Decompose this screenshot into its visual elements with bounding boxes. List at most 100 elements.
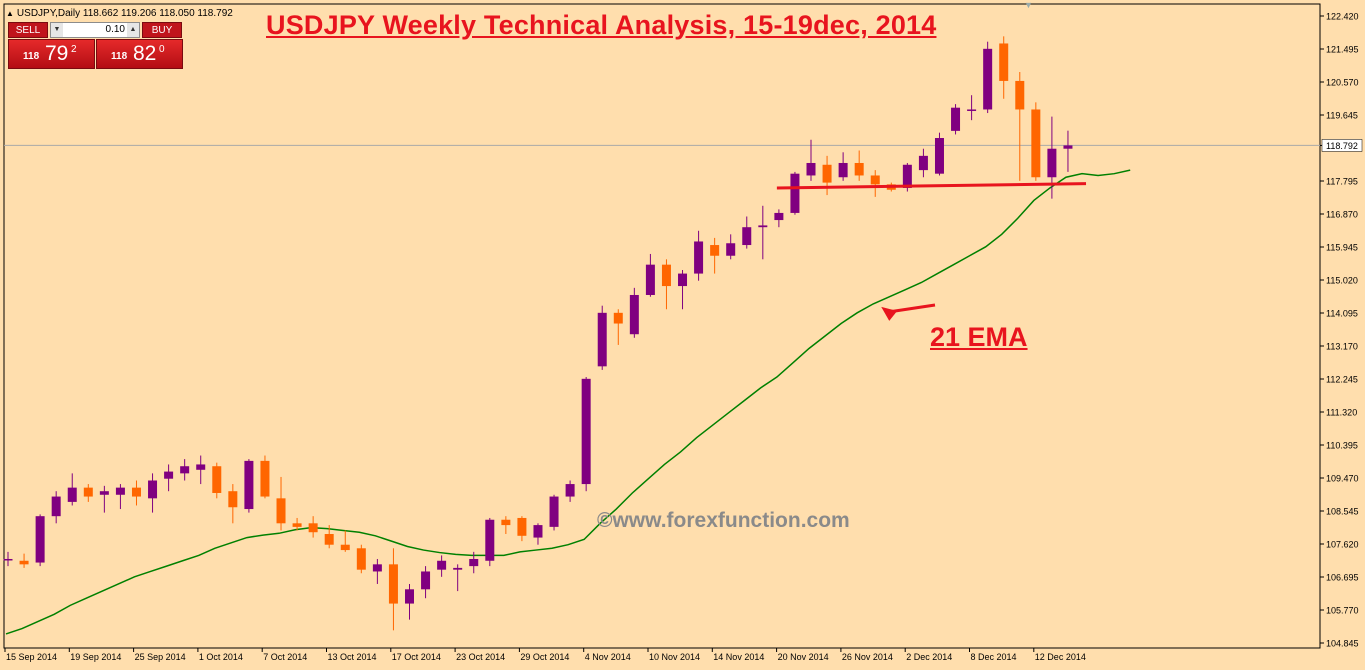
candle-body <box>260 460 270 497</box>
candle-body <box>1063 145 1073 149</box>
y-tick-label: 114.095 <box>1326 309 1358 319</box>
y-tick-label: 104.845 <box>1326 639 1359 649</box>
candle-body <box>180 466 190 474</box>
candle-body <box>148 480 158 499</box>
candle-body <box>822 164 832 183</box>
y-tick-label: 117.795 <box>1326 177 1358 187</box>
candle-body <box>694 241 704 274</box>
candle-body <box>35 516 45 563</box>
ema-label: 21 EMA <box>930 322 1028 352</box>
sell-quote[interactable]: 118 79 2 <box>8 39 95 69</box>
sell-quote-pips: 79 <box>45 42 69 65</box>
buy-quote[interactable]: 118 82 0 <box>96 39 183 69</box>
candle-body <box>967 109 977 111</box>
x-tick-label: 7 Oct 2014 <box>263 652 307 662</box>
candle-body <box>597 312 607 367</box>
candle-body <box>276 498 286 524</box>
triangle-up-icon: ▲ <box>6 9 14 18</box>
y-tick-label: 113.170 <box>1326 342 1358 352</box>
y-tick-label: 106.695 <box>1326 573 1359 583</box>
ema-arrow-line <box>889 303 936 314</box>
candle-body <box>324 534 334 545</box>
y-tick-label: 116.870 <box>1326 210 1358 220</box>
y-tick-label: 110.395 <box>1326 441 1358 451</box>
x-tick-label: 13 Oct 2014 <box>328 652 377 662</box>
candle-body <box>999 43 1009 81</box>
candle-body <box>710 245 720 256</box>
x-tick-label: 12 Dec 2014 <box>1035 652 1086 662</box>
sell-quote-prefix: 118 <box>23 51 40 62</box>
x-tick-label: 25 Sep 2014 <box>135 652 186 662</box>
candle-body <box>115 487 125 495</box>
x-tick-label: 10 Nov 2014 <box>649 652 700 662</box>
y-tick-label: 111.320 <box>1326 408 1357 418</box>
candle-body <box>388 564 398 604</box>
x-tick-label: 29 Oct 2014 <box>520 652 569 662</box>
x-tick-label: 17 Oct 2014 <box>392 652 441 662</box>
candle-body <box>934 138 944 174</box>
candle-body <box>661 264 671 287</box>
buy-quote-pips: 82 <box>133 42 157 65</box>
candle-body <box>356 548 366 570</box>
x-tick-label: 20 Nov 2014 <box>778 652 829 662</box>
lot-decrease-icon[interactable]: ▼ <box>51 23 63 37</box>
x-tick-label: 26 Nov 2014 <box>842 652 893 662</box>
candle-body <box>196 464 206 470</box>
symbol-label: ▲ USDJPY,Daily 118.662 119.206 118.050 11… <box>6 8 233 19</box>
candle-body <box>244 460 254 510</box>
y-tick-label: 108.545 <box>1326 507 1359 517</box>
candle-body <box>629 294 639 335</box>
sell-button[interactable]: SELL <box>8 22 48 38</box>
x-tick-label: 1 Oct 2014 <box>199 652 243 662</box>
candle-body <box>533 525 543 538</box>
candle-body <box>951 107 961 131</box>
x-tick-label: 15 Sep 2014 <box>6 652 57 662</box>
candle-body <box>453 567 463 570</box>
sell-quote-fraction: 2 <box>71 44 77 55</box>
candle-body <box>308 523 318 533</box>
candle-body <box>565 484 575 497</box>
scroll-marker-icon: ▼ <box>1024 0 1033 10</box>
watermark: ©www.forexfunction.com <box>597 509 850 532</box>
candle-body <box>228 491 238 508</box>
candle-body <box>517 517 527 536</box>
x-tick-label: 8 Dec 2014 <box>971 652 1017 662</box>
y-tick-label: 122.420 <box>1326 12 1359 22</box>
candle-body <box>613 312 623 324</box>
buy-button[interactable]: BUY <box>142 22 182 38</box>
y-tick-label: 118.792 <box>1326 141 1358 151</box>
candle-body <box>212 466 222 493</box>
y-tick-label: 112.245 <box>1326 375 1358 385</box>
support-line <box>776 182 1087 190</box>
candle-body <box>485 519 495 561</box>
candle-body <box>1031 109 1041 178</box>
candle-body <box>3 558 13 561</box>
candle-body <box>1015 80 1025 110</box>
candle-body <box>742 227 752 246</box>
x-tick-label: 19 Sep 2014 <box>70 652 121 662</box>
arrow-head-icon <box>881 306 898 321</box>
lot-increase-icon[interactable]: ▲ <box>127 23 139 37</box>
candle-body <box>292 523 302 527</box>
candle-body <box>774 212 784 221</box>
y-tick-label: 119.645 <box>1326 111 1358 121</box>
y-tick-label: 115.020 <box>1326 276 1358 286</box>
candle-body <box>19 560 29 565</box>
current-price-box <box>1321 139 1363 152</box>
candle-body <box>870 175 880 185</box>
candle-body <box>726 243 736 256</box>
candle-body <box>340 544 350 551</box>
x-tick-label: 23 Oct 2014 <box>456 652 505 662</box>
candle-body <box>501 519 511 526</box>
lot-size-field[interactable]: ▼ 0.10 ▲ <box>50 22 140 38</box>
buy-quote-fraction: 0 <box>159 44 165 55</box>
candle-body <box>1047 148 1057 178</box>
candle-body <box>164 471 174 479</box>
candle-body <box>645 264 655 295</box>
candle-body <box>581 378 591 485</box>
one-click-trade-panel: SELL ▼ 0.10 ▲ BUY 118 79 2 118 82 0 <box>8 22 183 69</box>
candle-body <box>918 155 928 171</box>
candle-body <box>838 162 848 178</box>
